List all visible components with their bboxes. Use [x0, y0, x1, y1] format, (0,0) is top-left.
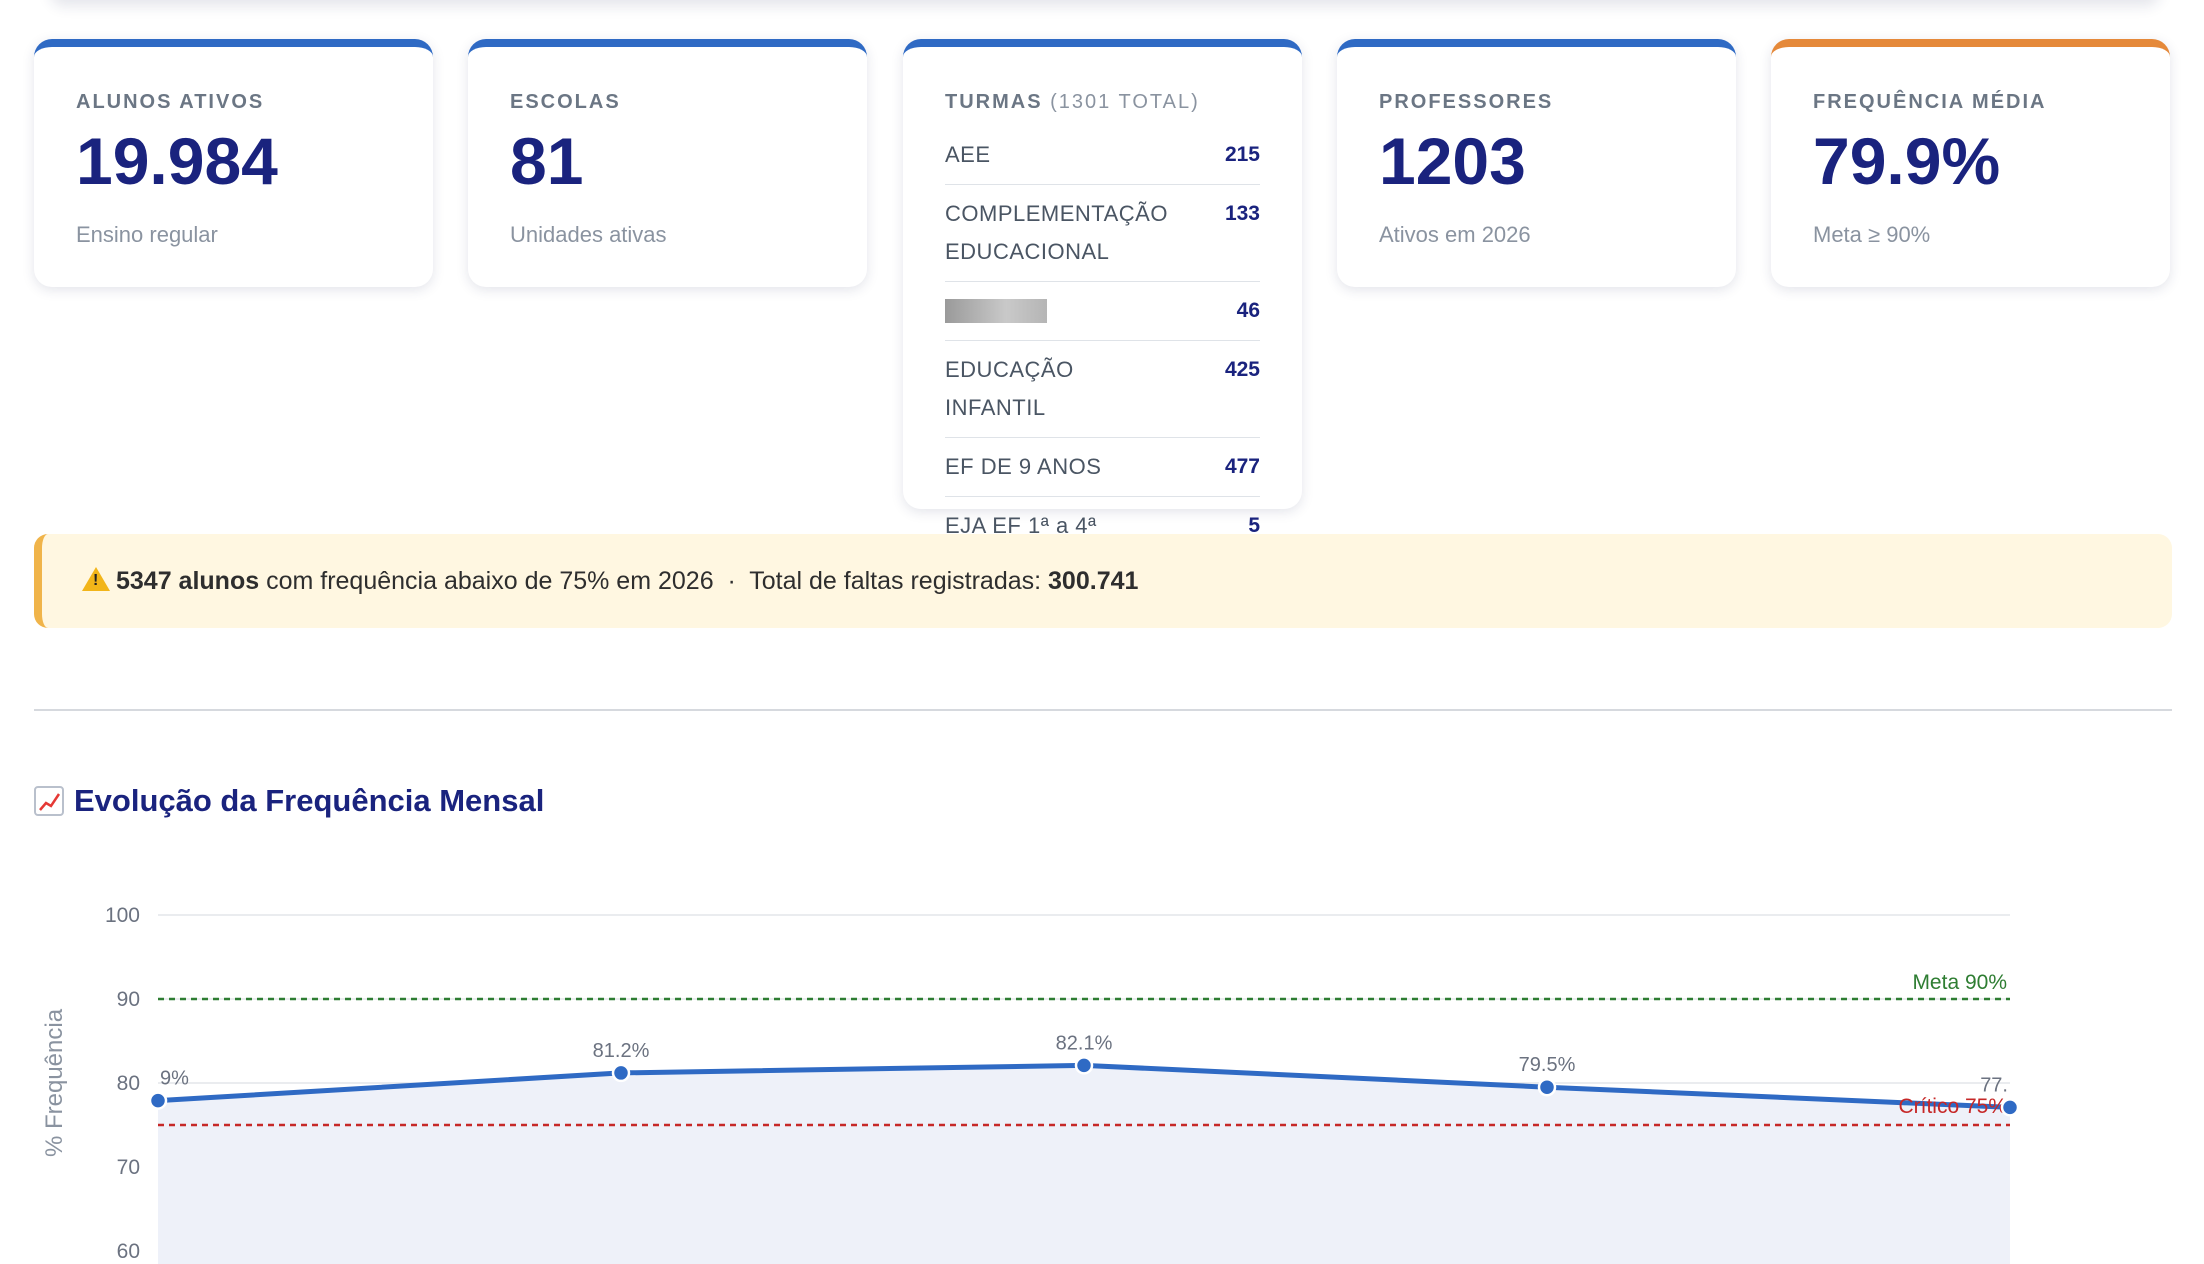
turmas-row-name: AEE — [945, 142, 991, 167]
warning-icon — [82, 567, 110, 591]
card-label: FREQUÊNCIA MÉDIA — [1813, 91, 2047, 113]
card-hint: Unidades ativas — [510, 222, 667, 247]
card-hint: Ensino regular — [76, 222, 218, 247]
y-axis-label: % Frequência — [41, 1008, 68, 1157]
data-label: 81.2% — [593, 1040, 650, 1062]
alert-text: com frequência abaixo de 75% em 2026 · T… — [259, 566, 1049, 595]
card-label: TURMAS (1301 TOTAL) — [945, 91, 1260, 114]
card-label: PROFESSORES — [1379, 91, 1554, 113]
y-tick-label: 70 — [117, 1156, 140, 1179]
card-hint: Ativos em 2026 — [1379, 222, 1531, 247]
card-escolas: ESCOLAS 81 Unidades ativas — [468, 39, 867, 287]
data-label: 82.1% — [1056, 1032, 1113, 1054]
data-point — [148, 1091, 168, 1110]
turmas-row: COMPLEMENTAÇÃO EDUCACIONAL 133 — [945, 185, 1260, 282]
turmas-list: AEE 215 COMPLEMENTAÇÃO EDUCACIONAL 133 4… — [945, 136, 1260, 556]
turmas-row-count: 5 — [1248, 514, 1260, 537]
card-alunos-ativos: ALUNOS ATIVOS 19.984 Ensino regular — [34, 39, 433, 287]
turmas-total: (1301 TOTAL) — [1050, 91, 1200, 113]
alert-faltas: 300.741 — [1048, 566, 1139, 595]
card-label: ALUNOS ATIVOS — [76, 91, 265, 113]
turmas-row-name: EJA EF 1ª a 4ª — [945, 513, 1097, 538]
turmas-row-count: 133 — [1224, 202, 1260, 225]
turmas-row-name: EF DE 9 ANOS — [945, 454, 1102, 479]
alert-count: 5347 alunos — [116, 566, 260, 595]
data-label: 9% — [160, 1068, 189, 1090]
data-label: 79.5% — [1519, 1054, 1576, 1076]
y-tick-label: 80 — [117, 1072, 140, 1095]
section-title: Evolução da Frequência Mensal — [34, 783, 544, 819]
data-label: 77. — [1980, 1074, 2008, 1096]
section-title-text: Evolução da Frequência Mensal — [74, 783, 545, 818]
turmas-row-count: 46 — [1236, 299, 1260, 322]
turmas-row: EDUCAÇÃO INFANTIL 425 — [945, 341, 1260, 438]
data-point — [1074, 1056, 1094, 1075]
data-point — [2000, 1098, 2020, 1117]
y-tick-label: 60 — [117, 1240, 140, 1263]
turmas-row-count: 477 — [1224, 455, 1260, 478]
turmas-row-count: 215 — [1224, 143, 1260, 166]
turmas-row: EF DE 9 ANOS 477 — [945, 438, 1260, 497]
y-tick-label: 90 — [117, 988, 140, 1011]
turmas-row-count: 425 — [1224, 358, 1260, 381]
card-turmas: TURMAS (1301 TOTAL) AEE 215 COMPLEMENTAÇ… — [903, 39, 1302, 556]
series-area — [158, 1065, 2010, 1264]
turmas-row: 46 — [945, 282, 1260, 341]
card-value: 81 — [510, 124, 584, 198]
critico-line-label: Crítico 75% — [1898, 1095, 2007, 1118]
frequency-alert: 5347 alunos com frequência abaixo de 75%… — [34, 534, 2172, 628]
data-point — [1537, 1077, 1557, 1097]
redacted-name — [945, 299, 1047, 323]
section-divider — [34, 709, 2172, 711]
turmas-row-name: EDUCAÇÃO INFANTIL — [945, 357, 1074, 420]
card-professores: PROFESSORES 1203 Ativos em 2026 — [1337, 39, 1736, 287]
turmas-row-name: COMPLEMENTAÇÃO EDUCACIONAL — [945, 201, 1168, 264]
chart-increasing-icon — [34, 786, 64, 816]
y-tick-label: 100 — [105, 904, 140, 927]
data-point — [611, 1063, 631, 1083]
frequency-line-chart: 60 70 80 90 100 % Frequência Meta 90% Crítico 7… — [41, 904, 2020, 1264]
card-value: 1203 — [1379, 124, 1526, 198]
turmas-label: TURMAS — [945, 91, 1043, 113]
turmas-row: AEE 215 — [945, 136, 1260, 185]
card-label: ESCOLAS — [510, 91, 621, 113]
card-value: 79.9% — [1813, 124, 2001, 198]
card-frequencia-media: FREQUÊNCIA MÉDIA 79.9% Meta ≥ 90% — [1771, 39, 2170, 287]
card-hint: Meta ≥ 90% — [1813, 222, 1931, 247]
card-value: 19.984 — [76, 124, 278, 198]
meta-line-label: Meta 90% — [1912, 971, 2007, 994]
